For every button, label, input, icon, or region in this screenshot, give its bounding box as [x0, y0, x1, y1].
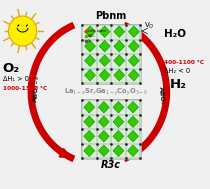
Polygon shape — [84, 101, 95, 113]
Text: La/Sr atoms: La/Sr atoms — [88, 29, 106, 33]
Text: H₂: H₂ — [169, 77, 186, 91]
Polygon shape — [113, 145, 124, 156]
Polygon shape — [127, 145, 138, 156]
Polygon shape — [99, 69, 110, 81]
Polygon shape — [98, 101, 109, 113]
Text: La$_{1-x}$Sr$_x$Ga$_{1-y}$Co$_y$O$_{3-\delta}$: La$_{1-x}$Sr$_x$Ga$_{1-y}$Co$_y$O$_{3-\d… — [64, 86, 149, 98]
FancyBboxPatch shape — [81, 99, 141, 159]
Polygon shape — [128, 26, 139, 37]
Text: ΔH₂ < 0: ΔH₂ < 0 — [164, 68, 190, 74]
Text: ΔH₁ > 0: ΔH₁ > 0 — [3, 76, 29, 82]
Text: ABO$_{3-\delta}$: ABO$_{3-\delta}$ — [31, 75, 42, 103]
Polygon shape — [127, 130, 138, 142]
Polygon shape — [113, 101, 124, 113]
Circle shape — [8, 16, 37, 46]
Text: GaO₆: GaO₆ — [88, 34, 96, 38]
Polygon shape — [114, 55, 125, 67]
Text: Co: Co — [88, 39, 92, 43]
FancyBboxPatch shape — [81, 24, 141, 84]
Text: 400-1100 °C: 400-1100 °C — [164, 60, 204, 64]
Polygon shape — [85, 40, 96, 52]
Polygon shape — [114, 69, 125, 81]
Text: V$_O$: V$_O$ — [144, 21, 155, 31]
Text: H₂O: H₂O — [164, 29, 186, 39]
Polygon shape — [85, 55, 96, 67]
Polygon shape — [127, 101, 138, 113]
Text: Pbnm: Pbnm — [96, 11, 127, 21]
Polygon shape — [113, 130, 124, 142]
Polygon shape — [99, 40, 110, 52]
Text: R3c: R3c — [101, 160, 121, 170]
Text: O₂: O₂ — [3, 63, 20, 75]
Polygon shape — [113, 116, 124, 128]
Polygon shape — [98, 130, 109, 142]
Polygon shape — [85, 26, 96, 37]
Text: 1000-1350 °C: 1000-1350 °C — [3, 85, 47, 91]
Text: ABO$_3$: ABO$_3$ — [156, 85, 166, 105]
Polygon shape — [114, 40, 125, 52]
Polygon shape — [84, 130, 95, 142]
Polygon shape — [128, 69, 139, 81]
Polygon shape — [84, 116, 95, 128]
Polygon shape — [85, 69, 96, 81]
Polygon shape — [127, 116, 138, 128]
Polygon shape — [98, 116, 109, 128]
Polygon shape — [98, 145, 109, 156]
Polygon shape — [128, 55, 139, 67]
Polygon shape — [99, 26, 110, 37]
Polygon shape — [84, 145, 95, 156]
Polygon shape — [114, 26, 125, 37]
Polygon shape — [128, 40, 139, 52]
Polygon shape — [99, 55, 110, 67]
